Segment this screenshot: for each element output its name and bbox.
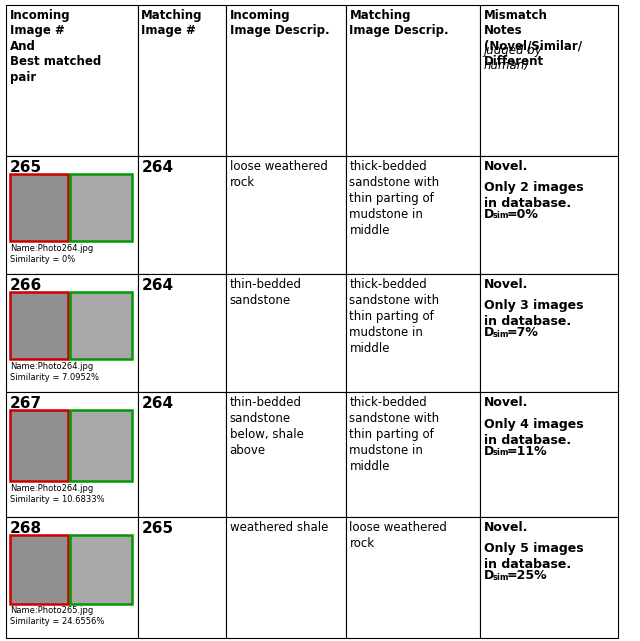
Text: =7%: =7% — [507, 326, 539, 340]
Text: D: D — [484, 208, 494, 221]
Bar — [480, 274, 618, 392]
Text: loose weathered
rock: loose weathered rock — [349, 520, 447, 550]
Text: Matching
Image Descrip.: Matching Image Descrip. — [349, 9, 449, 37]
Text: Only 2 images
in database.: Only 2 images in database. — [484, 181, 583, 210]
Text: Novel.: Novel. — [484, 160, 528, 172]
Bar — [10, 292, 68, 360]
Text: thin-bedded
sandstone: thin-bedded sandstone — [230, 278, 301, 307]
Text: thick-bedded
sandstone with
thin parting of
mudstone in
middle: thick-bedded sandstone with thin parting… — [349, 160, 440, 237]
Bar — [480, 392, 618, 517]
Text: thick-bedded
sandstone with
thin parting of
mudstone in
middle: thick-bedded sandstone with thin parting… — [349, 278, 440, 355]
Text: =25%: =25% — [507, 569, 547, 583]
Text: =0%: =0% — [507, 208, 539, 221]
Text: 267: 267 — [10, 396, 42, 411]
Bar — [226, 156, 346, 274]
Text: sim: sim — [493, 448, 509, 457]
Text: Matching
Image #: Matching Image # — [141, 9, 203, 37]
Text: thin-bedded
sandstone
below, shale
above: thin-bedded sandstone below, shale above — [230, 396, 303, 457]
Text: Only 3 images
in database.: Only 3 images in database. — [484, 299, 583, 328]
Text: 264: 264 — [141, 278, 173, 293]
Bar — [138, 517, 226, 638]
Text: Incoming
Image #
And
Best matched
pair: Incoming Image # And Best matched pair — [10, 9, 102, 84]
Bar — [346, 392, 480, 517]
Bar — [138, 5, 226, 156]
Text: 268: 268 — [10, 520, 42, 536]
Text: 264: 264 — [141, 160, 173, 174]
Text: Name:Photo264.jpg
Similarity = 0%: Name:Photo264.jpg Similarity = 0% — [10, 244, 93, 263]
Text: sim: sim — [493, 572, 509, 581]
Text: weathered shale: weathered shale — [230, 520, 328, 534]
Bar — [480, 5, 618, 156]
Bar — [6, 5, 138, 156]
Bar — [480, 156, 618, 274]
Text: thick-bedded
sandstone with
thin parting of
mudstone in
middle: thick-bedded sandstone with thin parting… — [349, 396, 440, 473]
Bar — [346, 156, 480, 274]
Text: Mismatch
Notes
(Novel/Similar/
Different: Mismatch Notes (Novel/Similar/ Different — [484, 9, 582, 69]
Text: 264: 264 — [141, 396, 173, 411]
Text: 265: 265 — [141, 520, 173, 536]
Text: Incoming
Image Descrip.: Incoming Image Descrip. — [230, 9, 329, 37]
Bar — [346, 517, 480, 638]
Bar — [6, 517, 138, 638]
Bar — [226, 274, 346, 392]
Text: Novel.: Novel. — [484, 520, 528, 534]
Text: Novel.: Novel. — [484, 396, 528, 409]
Text: Novel.: Novel. — [484, 278, 528, 291]
Bar — [6, 274, 138, 392]
Text: 265: 265 — [10, 160, 42, 174]
Text: D: D — [484, 445, 494, 458]
Bar — [70, 535, 132, 604]
Bar — [226, 517, 346, 638]
Text: sim: sim — [493, 212, 509, 221]
Bar — [70, 174, 132, 241]
Bar — [226, 5, 346, 156]
Text: D: D — [484, 569, 494, 583]
Bar — [138, 392, 226, 517]
Bar — [346, 274, 480, 392]
Text: Name:Photo264.jpg
Similarity = 10.6833%: Name:Photo264.jpg Similarity = 10.6833% — [10, 484, 105, 504]
Bar — [10, 410, 68, 481]
Bar — [226, 392, 346, 517]
Text: =11%: =11% — [507, 445, 547, 458]
Bar — [10, 174, 68, 241]
Text: loose weathered
rock: loose weathered rock — [230, 160, 328, 188]
Text: sim: sim — [493, 329, 509, 338]
Bar — [346, 5, 480, 156]
Text: Name:Photo265.jpg
Similarity = 24.6556%: Name:Photo265.jpg Similarity = 24.6556% — [10, 606, 104, 626]
Text: Name:Photo264.jpg
Similarity = 7.0952%: Name:Photo264.jpg Similarity = 7.0952% — [10, 362, 99, 382]
Text: judged by
human): judged by human) — [484, 44, 543, 72]
Text: Only 4 images
in database.: Only 4 images in database. — [484, 418, 583, 447]
Bar — [138, 274, 226, 392]
Bar — [6, 392, 138, 517]
Text: 266: 266 — [10, 278, 42, 293]
Bar — [138, 156, 226, 274]
Bar — [6, 156, 138, 274]
Bar — [10, 535, 68, 604]
Text: Only 5 images
in database.: Only 5 images in database. — [484, 542, 583, 571]
Text: D: D — [484, 326, 494, 340]
Bar — [70, 292, 132, 360]
Bar — [480, 517, 618, 638]
Bar — [70, 410, 132, 481]
